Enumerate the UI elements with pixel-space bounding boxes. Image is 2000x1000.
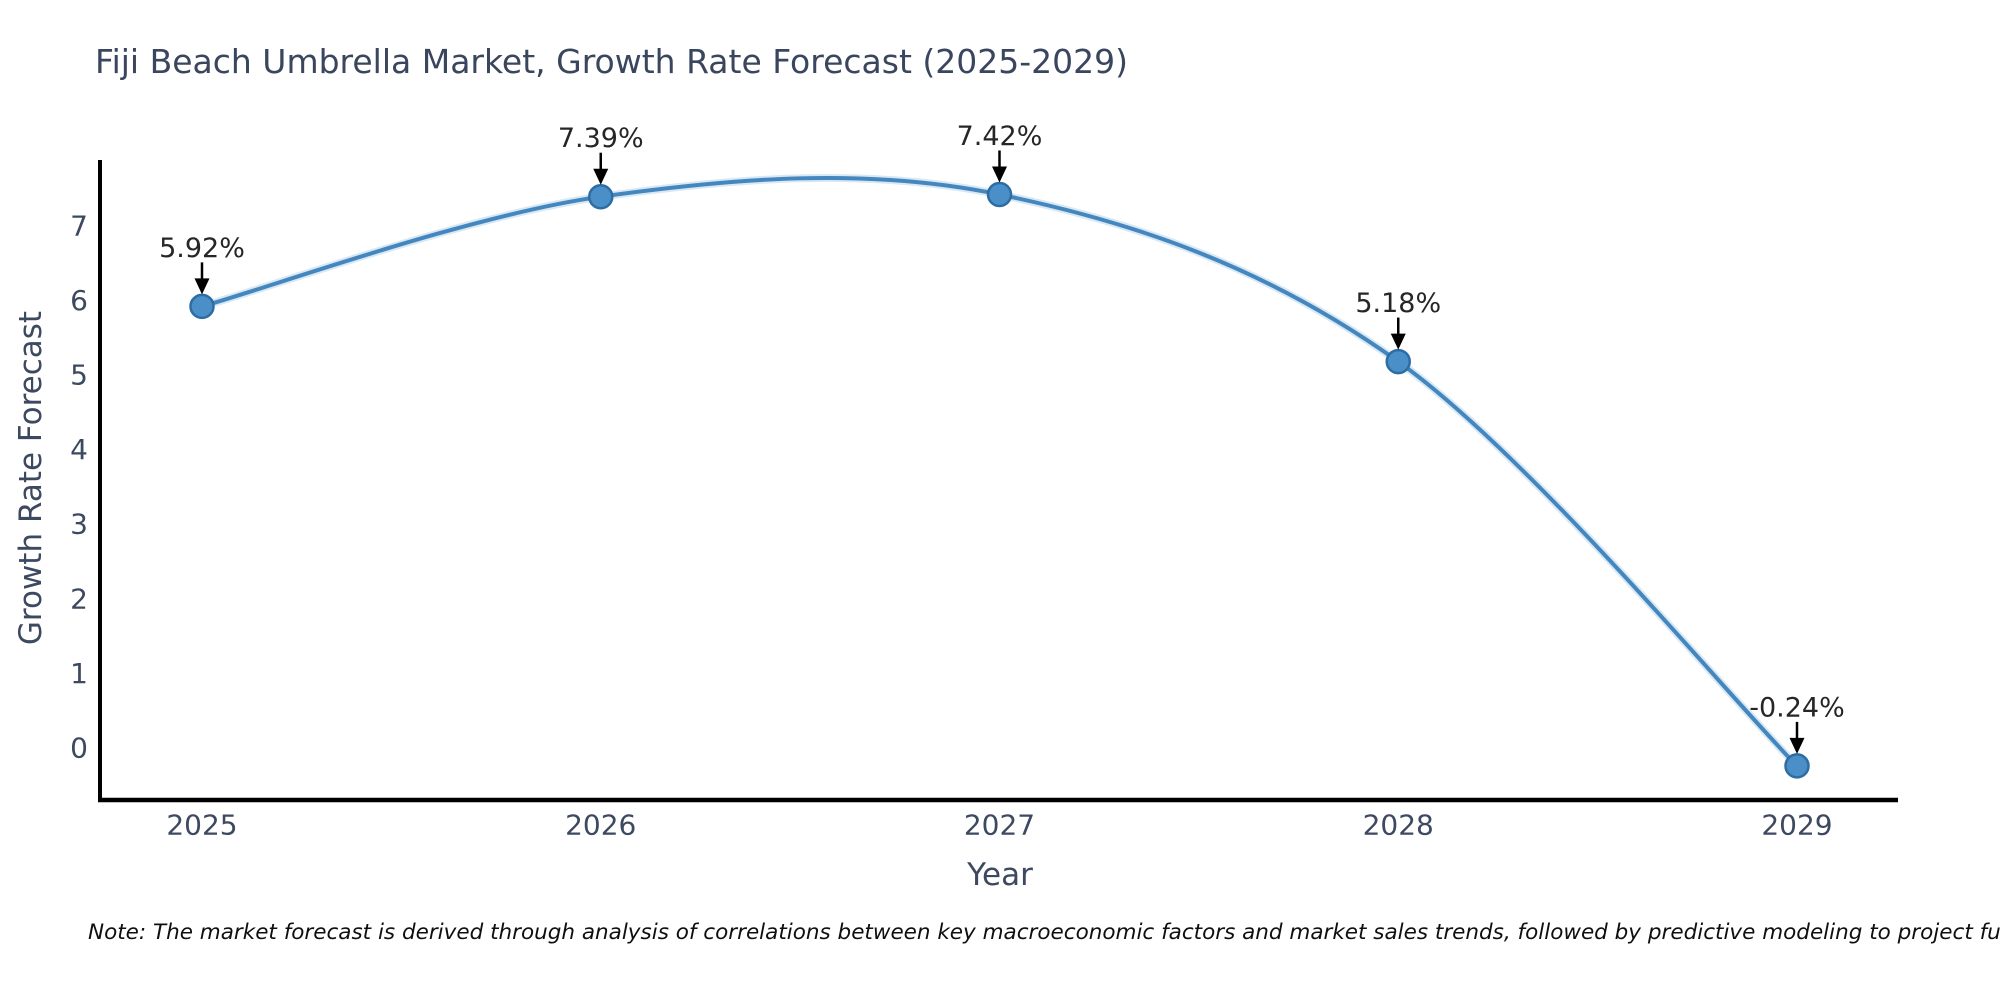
annotation-arrow-head-2026 bbox=[593, 168, 609, 185]
x-axis-title: Year bbox=[967, 857, 1033, 893]
x-tick-label-2028: 2028 bbox=[1363, 809, 1434, 842]
y-tick-label-2: 2 bbox=[70, 582, 88, 615]
y-tick-label-6: 6 bbox=[70, 284, 88, 317]
forecast-line bbox=[200, 175, 1799, 768]
x-tick-label-2025: 2025 bbox=[166, 809, 237, 842]
y-tick-label-5: 5 bbox=[70, 359, 88, 392]
annotation-label-2029: -0.24% bbox=[1749, 692, 1845, 723]
x-tick-label-2027: 2027 bbox=[964, 809, 1035, 842]
chart-footnote: Note: The market forecast is derived thr… bbox=[88, 920, 2000, 945]
chart-title: Fiji Beach Umbrella Market, Growth Rate … bbox=[95, 42, 1128, 81]
x-tick-label-2026: 2026 bbox=[565, 809, 636, 842]
y-tick-label-1: 1 bbox=[70, 657, 88, 690]
data-point-2028 bbox=[1385, 348, 1411, 375]
data-point-2025 bbox=[189, 293, 215, 320]
annotation-label-2028: 5.18% bbox=[1355, 288, 1441, 319]
data-point-2027 bbox=[986, 181, 1013, 208]
data-point-2029 bbox=[1784, 753, 1810, 779]
annotation-arrow-head-2027 bbox=[992, 166, 1007, 183]
forecast-line-halo bbox=[198, 173, 1801, 770]
data-point-2026 bbox=[588, 183, 614, 210]
annotation-arrow-head-2029 bbox=[1789, 737, 1805, 754]
annotation-arrow-head-2025 bbox=[194, 278, 210, 295]
y-tick-label-0: 0 bbox=[70, 732, 88, 765]
y-tick-label-3: 3 bbox=[70, 508, 88, 541]
annotation-label-2025: 5.92% bbox=[159, 233, 245, 264]
y-tick-label-7: 7 bbox=[70, 209, 88, 242]
y-tick-label-4: 4 bbox=[70, 433, 88, 466]
annotation-arrow-head-2028 bbox=[1390, 333, 1406, 350]
annotation-label-2026: 7.39% bbox=[558, 123, 644, 154]
x-tick-label-2029: 2029 bbox=[1761, 809, 1832, 842]
annotation-label-2027: 7.42% bbox=[957, 121, 1043, 152]
